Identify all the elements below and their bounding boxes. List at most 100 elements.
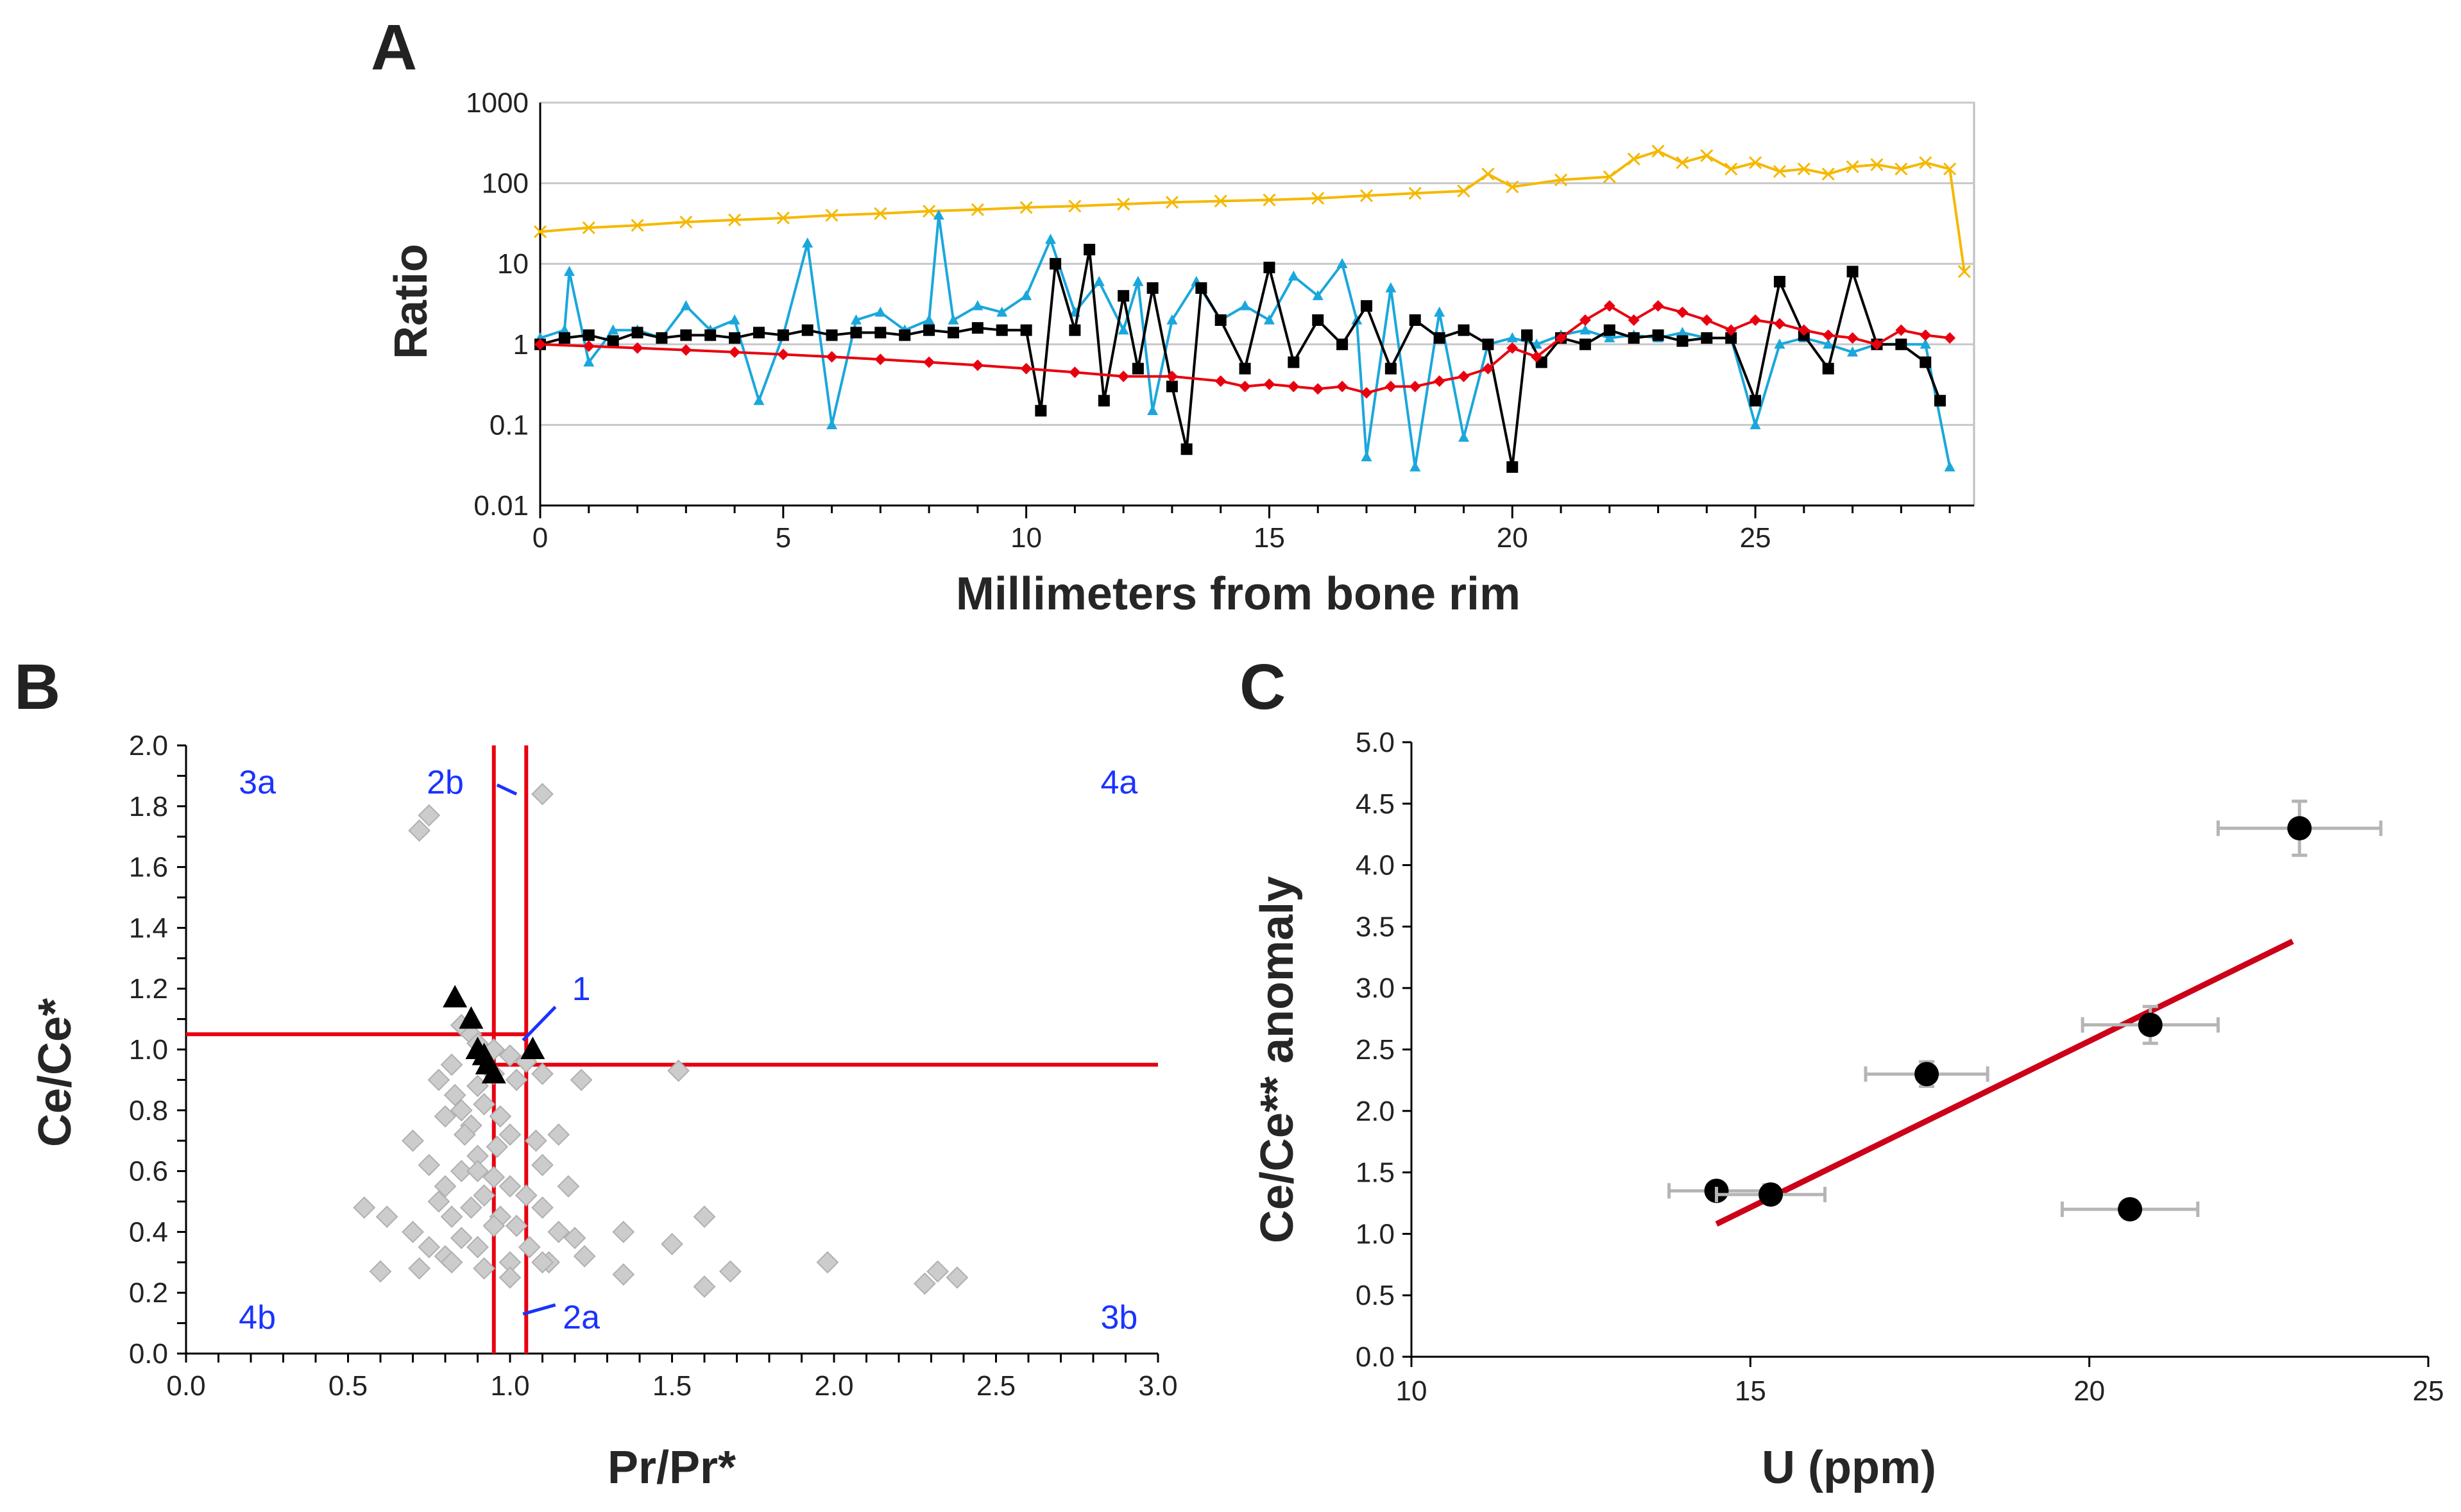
- chart-b-gray-diamond-point: [531, 1251, 554, 1274]
- chart-b-gray-diamond-point: [547, 1123, 570, 1146]
- chart-b-gray-diamond-point: [427, 1190, 450, 1213]
- chart-a-data-point: [1773, 318, 1785, 330]
- chart-b-gray-diamond-point: [505, 1214, 528, 1237]
- chart-a-data-point: [1871, 338, 1883, 350]
- chart-a-data-point: [1084, 244, 1096, 256]
- chart-b-y-tick-label: 0.2: [129, 1277, 168, 1309]
- chart-a-data-point: [923, 314, 935, 325]
- chart-b-gray-diamond-point: [498, 1175, 522, 1198]
- chart-c-y-tick-label: 5.0: [1356, 727, 1395, 758]
- chart-a-data-point: [1920, 329, 1932, 341]
- chart-a-data-point: [1554, 173, 1568, 187]
- chart-a-data-point: [971, 203, 984, 216]
- chart-a-data-point: [1506, 180, 1519, 194]
- chart-a-y-tick-label: 10: [497, 248, 529, 280]
- chart-c-data-point: [1758, 1182, 1784, 1207]
- chart-a-data-point: [1288, 270, 1299, 281]
- chart-a-data-point: [1725, 332, 1737, 344]
- chart-a-data-point: [753, 327, 765, 339]
- chart-a-data-point: [1069, 366, 1081, 378]
- chart-c-y-axis-title: Ce/Ce** anomaly: [1252, 876, 1303, 1243]
- chart-a-series-group: [533, 144, 1971, 473]
- chart-a-y-axis-title: Ratio: [386, 244, 437, 359]
- chart-a-data-point: [563, 266, 575, 276]
- chart-a-data-point: [1604, 332, 1615, 343]
- chart-b-region-label: 2a: [563, 1299, 600, 1336]
- chart-a-data-point: [1050, 258, 1062, 270]
- chart-b-gray-diamond-point: [489, 1105, 512, 1128]
- chart-a-data-point: [1239, 380, 1251, 393]
- chart-a-data-point: [801, 324, 813, 336]
- chart-a-data-point: [1482, 338, 1494, 350]
- chart-a-data-point: [1676, 335, 1689, 347]
- chart-c-y-tick-label: 4.0: [1356, 850, 1395, 881]
- chart-c-y-tick-label: 1.0: [1356, 1218, 1395, 1250]
- chart-a-data-point: [1384, 362, 1397, 375]
- chart-a-data-point: [1919, 156, 1932, 169]
- chart-b-y-tick-label: 0.4: [129, 1216, 168, 1248]
- chart-b-gray-diamond-point: [450, 1227, 473, 1250]
- chart-a-data-point: [1044, 234, 1057, 244]
- chart-a-data-point: [1263, 261, 1275, 273]
- chart-a-y-tick-label: 100: [482, 168, 529, 200]
- chart-a-data-point: [1166, 370, 1178, 382]
- chart-a-data-point: [1870, 158, 1884, 171]
- chart-a-data-point: [1311, 192, 1325, 205]
- chart-b-annotation-leader-line: [522, 1005, 557, 1042]
- chart-a-data-point: [1895, 162, 1908, 176]
- chart-b: 0.0 0.2 0.4 0.6 0.8 1.0 1.2 1.4 1.6 1.8 2.0 0.0 0.5 1…: [30, 730, 1178, 1493]
- chart-b-region-label: 3a: [239, 764, 276, 801]
- chart-a-data-point: [1458, 431, 1470, 442]
- chart-a-y-tick-label: 1: [513, 329, 529, 361]
- chart-b-gray-diamond-point: [505, 1068, 528, 1091]
- chart-b-black-triangle-point: [520, 1037, 545, 1059]
- chart-a-data-point: [933, 209, 944, 220]
- chart-b-gray-diamond-point: [693, 1275, 716, 1298]
- chart-a-data-point: [1895, 338, 1907, 350]
- chart-a-data-point: [753, 395, 765, 405]
- chart-a-data-point: [874, 327, 887, 339]
- chart-a-data-point: [1360, 387, 1372, 399]
- chart-a-data-point: [1312, 383, 1324, 395]
- chart-a-data-point: [1214, 375, 1227, 387]
- chart-b-x-tick-label: 3.0: [1138, 1370, 1177, 1402]
- chart-b-annotations: 3a 2b 4a 1 4b 2a 3b: [239, 764, 1137, 1336]
- chart-a-data-point: [1701, 332, 1713, 344]
- chart-a-x-tick-label: 15: [1254, 522, 1285, 554]
- chart-a-data-point: [1118, 324, 1129, 335]
- chart-a-data-point: [1628, 332, 1640, 344]
- chart-a-x-tick-label: 5: [776, 522, 791, 554]
- chart-a-data-point: [1288, 380, 1300, 393]
- chart-a-data-point: [631, 342, 643, 354]
- chart-a-data-point: [1797, 162, 1810, 176]
- chart-a-data-point: [1361, 451, 1372, 462]
- chart-a-data-point: [1520, 329, 1533, 341]
- chart-a-data-point: [1458, 324, 1470, 336]
- chart-b-y-tick-label: 2.0: [129, 730, 168, 761]
- chart-a-data-point: [1035, 405, 1047, 417]
- chart-a-data-point: [1847, 346, 1859, 357]
- chart-a-data-point: [1676, 306, 1689, 318]
- chart-a-data-point: [874, 207, 887, 220]
- chart-a-data-point: [1457, 184, 1470, 198]
- chart-a-data-point: [1214, 314, 1227, 326]
- chart-a-data-point: [729, 346, 741, 358]
- chart-a-data-point: [1385, 282, 1397, 293]
- chart-c-x-tick-label: 25: [2413, 1375, 2444, 1407]
- chart-a-data-point: [776, 211, 790, 225]
- chart-a-data-point: [1579, 314, 1591, 326]
- chart-a-data-point: [1580, 324, 1591, 335]
- chart-a-data-point: [1725, 324, 1737, 336]
- chart-b-region-label: 2b: [427, 764, 464, 801]
- chart-a-data-point: [1603, 300, 1615, 312]
- chart-a-x-tick-label: 10: [1010, 522, 1042, 554]
- panel-label-a: A: [371, 12, 417, 83]
- chart-b-gray-diamond-point: [524, 1129, 547, 1152]
- chart-c-y-tick-label: 3.5: [1356, 911, 1395, 942]
- chart-a-data-point: [1481, 167, 1495, 181]
- chart-a-data-point: [1434, 306, 1445, 317]
- chart-a-data-point: [1020, 324, 1032, 336]
- chart-b-series-group: [353, 783, 969, 1298]
- chart-a-data-point: [1750, 419, 1761, 430]
- chart-a-data-point: [1603, 324, 1615, 336]
